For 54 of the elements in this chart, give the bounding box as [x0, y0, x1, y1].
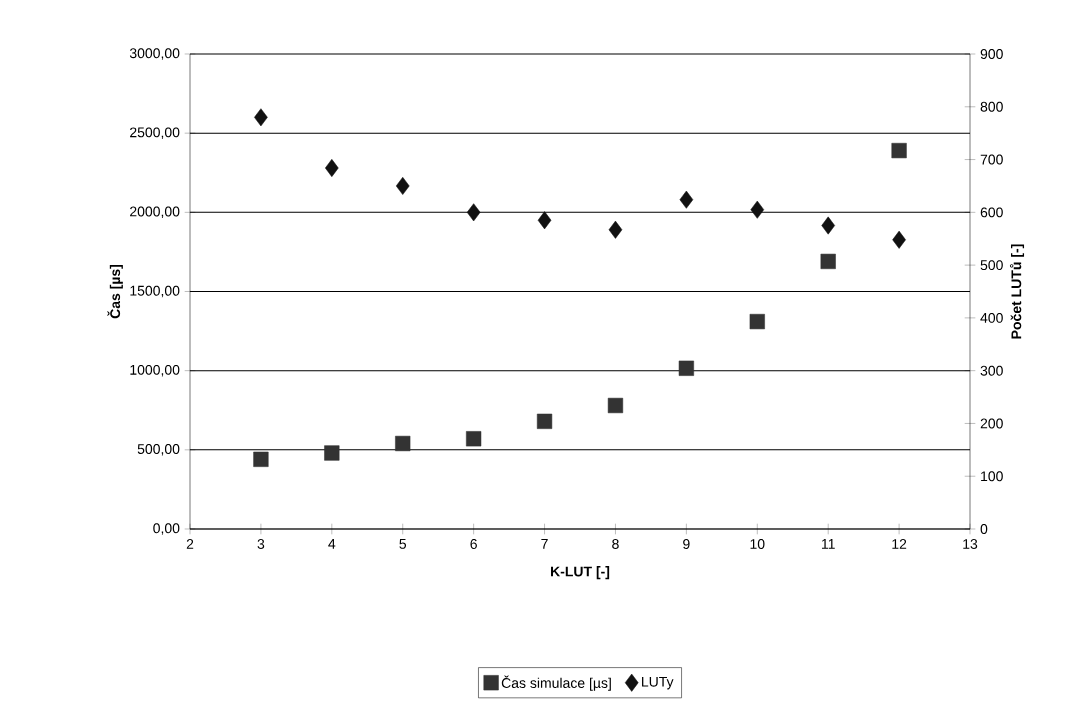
y2-tick-label: 600 [980, 207, 1003, 218]
y2-tick-label: 200 [980, 418, 1003, 429]
point [324, 445, 340, 461]
y2-tick-label: 100 [981, 471, 1003, 482]
x-axis-title: K-LUT [-] [551, 566, 610, 580]
y2-tick-label: 500 [980, 260, 1003, 271]
x-tick-label: 6 [470, 539, 477, 549]
legend-label: Čas simulace [µs] [501, 675, 611, 691]
point [679, 190, 694, 209]
point [254, 108, 268, 127]
point [821, 216, 835, 235]
x-tick-label: 2 [186, 539, 194, 549]
x-tick-label: 4 [328, 539, 336, 549]
point [608, 220, 623, 239]
y2-tick-label: 800 [980, 101, 1003, 112]
x-tick-label: 8 [612, 539, 619, 549]
y-tick-label: 1500,00 [130, 285, 180, 298]
point [892, 230, 906, 249]
point [395, 177, 410, 195]
y-tick-label: 0,00 [153, 523, 180, 535]
y2-axis-title: Počet LUTů [-] [1009, 244, 1025, 339]
point [395, 435, 411, 452]
x-tick-label: 13 [963, 539, 978, 549]
y-tick-label: 3000,00 [129, 48, 180, 60]
point [891, 142, 907, 159]
point [750, 200, 765, 219]
y2-tick-label: 700 [980, 154, 1003, 165]
y2-tick-label: 300 [980, 365, 1003, 376]
point [820, 253, 836, 270]
y-tick-label: 2500,00 [130, 127, 180, 139]
point [537, 211, 552, 230]
x-tick-label: 12 [892, 539, 907, 549]
x-tick-label: 11 [821, 539, 835, 549]
point [253, 451, 269, 467]
y-tick-label: 2000,00 [130, 206, 180, 219]
x-tick-label: 9 [683, 539, 690, 549]
x-tick-label: 5 [399, 539, 407, 549]
point [678, 360, 694, 376]
point [749, 313, 765, 330]
point [466, 203, 481, 222]
legend-label: LUTy [642, 676, 674, 690]
y2-tick-label: 900 [980, 49, 1003, 59]
point [607, 397, 624, 414]
x-tick-label: 7 [541, 539, 548, 549]
point [536, 413, 553, 429]
y-axis-title: Čas [µs] [107, 264, 123, 319]
y2-tick-label: 0 [980, 524, 988, 534]
y-tick-label: 500,00 [137, 444, 180, 456]
point [466, 431, 482, 447]
y2-tick-label: 400 [980, 312, 1003, 323]
y-tick-label: 1000,00 [130, 364, 180, 377]
x-tick-label: 3 [257, 539, 265, 549]
x-tick-label: 10 [750, 539, 765, 549]
point [325, 159, 339, 177]
